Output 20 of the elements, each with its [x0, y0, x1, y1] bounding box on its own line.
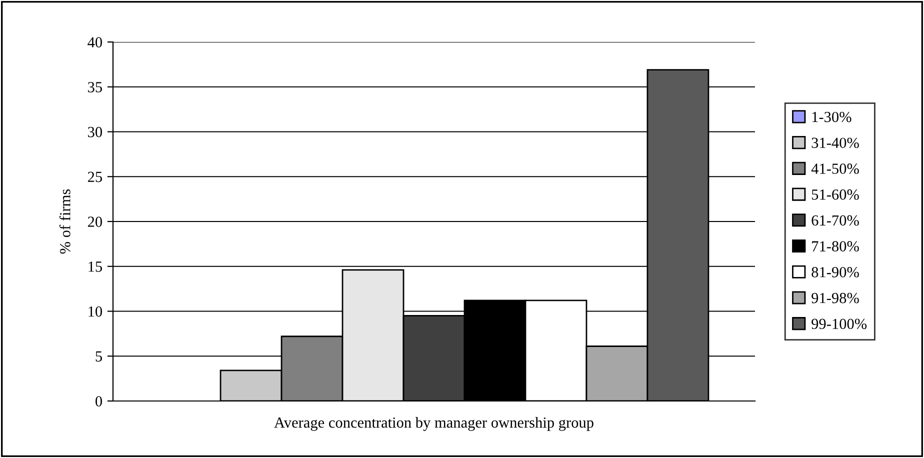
y-tick-label: 10	[88, 306, 102, 317]
y-tick-label: 5	[96, 351, 102, 362]
y-axis-title: % of firms	[59, 189, 70, 254]
legend-label: 41-50%	[811, 164, 859, 174]
legend-label: 81-90%	[812, 267, 859, 278]
x-axis-title: Average concentration by manager ownership group	[274, 416, 594, 431]
y-tick-label: 35	[88, 82, 102, 92]
y-tick-label: 0	[96, 396, 102, 406]
legend-label: 91-98%	[812, 292, 859, 304]
y-tick-label: 15	[88, 262, 102, 272]
legend-label: 51-60%	[812, 189, 859, 200]
legend-label: 31-40%	[812, 138, 859, 148]
legend-label: 71-80%	[812, 241, 859, 252]
y-tick-label: 25	[88, 172, 102, 182]
y-tick-label: 20	[88, 216, 102, 227]
y-tick-label: 30	[88, 126, 102, 138]
legend-label: 61-70%	[812, 215, 859, 226]
legend-label: 99-100%	[812, 318, 867, 330]
legend-label: 1-30%	[812, 112, 852, 122]
y-tick-label: 40	[88, 37, 102, 48]
